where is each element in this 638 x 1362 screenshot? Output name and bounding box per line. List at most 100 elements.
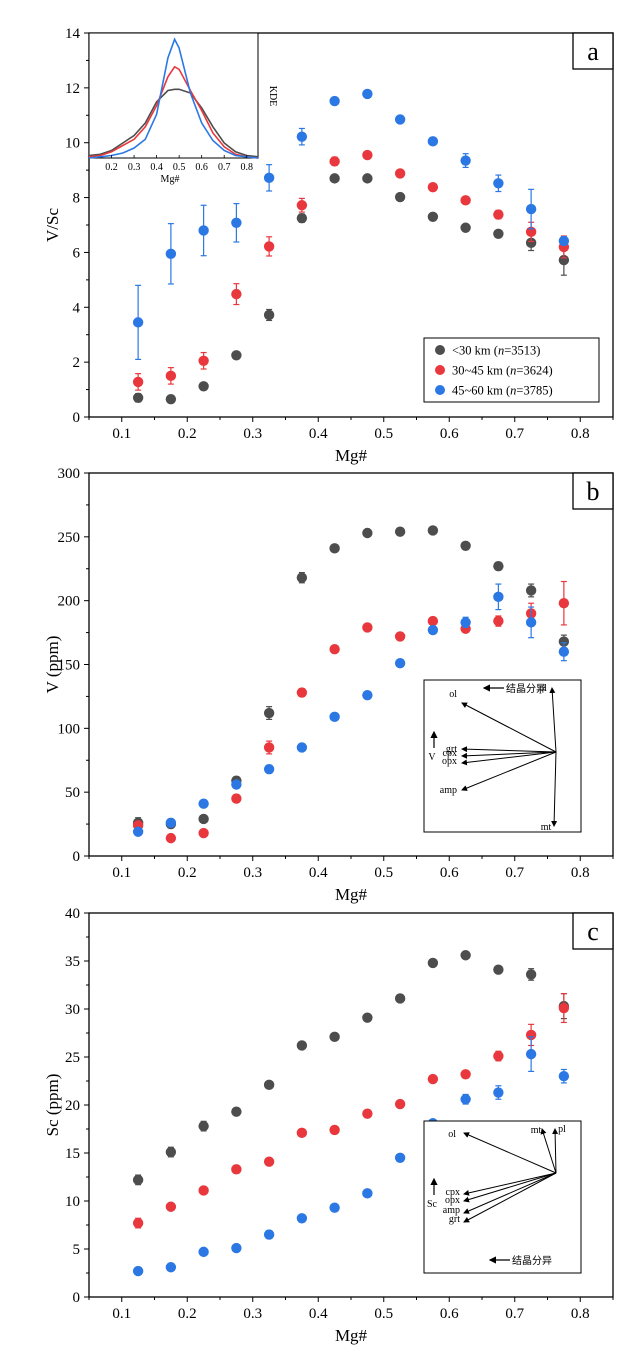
y-tick-label: 30 [65,1002,80,1018]
data-point [231,1106,242,1117]
vector-grt [463,1172,557,1223]
legend-label-n: n [510,364,516,378]
data-point [296,212,308,224]
vector-mt [551,751,558,827]
series-2 [132,583,570,837]
data-point [362,689,373,701]
data-point [427,525,439,536]
data-point [263,707,275,719]
vector-opx [463,1172,557,1203]
data-point [198,381,209,392]
data-point [296,1127,308,1139]
y-tick-label: 250 [58,530,81,546]
y-tick-label: 35 [65,954,80,970]
vector-ol [461,702,557,753]
data-point [362,1012,373,1023]
data-point [558,646,570,657]
data-point [493,615,504,627]
y-tick-label: 14 [65,26,81,42]
series-1 [132,993,570,1229]
kde-curve-2 [88,37,259,159]
y-tick-label: 2 [73,355,81,371]
data-point [525,1048,537,1060]
y-tick-label: 0 [73,1290,81,1306]
mineral-label-mt: mt [541,822,552,833]
data-point [460,540,471,551]
data-point [394,658,406,669]
x-tick-label: 0.1 [112,426,131,442]
data-point [427,957,439,969]
legend-box [423,337,600,403]
x-tick-label: 0.5 [374,865,393,881]
data-point [525,585,537,596]
legend-label-n: n [498,344,504,358]
data-point [165,370,177,382]
data-point [558,598,570,609]
data-point [296,572,308,583]
x-tick-label: 0.6 [440,1306,459,1322]
data-point [198,355,209,366]
y-axis-title: V (ppm) [43,636,62,694]
data-point [525,237,537,249]
legend-label: 30~45 km (n=3624) [452,364,553,378]
legend-marker [435,365,445,375]
data-point [427,136,439,147]
x-tick-label: 0.7 [505,865,524,881]
mineral-label-opx: opx [445,1195,460,1206]
legend-label-main: <30 km ( [452,344,498,358]
data-point [329,156,340,167]
vector-opx [461,751,557,766]
data-point [558,636,570,647]
data-point [525,1029,537,1041]
data-point [427,211,439,222]
mineral-label-pl: pl [539,683,547,694]
inset-x-tick-label: 0.5 [173,162,186,173]
data-point [493,591,504,603]
data-point [493,1087,504,1098]
y-tick-label: 0 [73,410,81,426]
y-tick-label: 40 [65,906,80,922]
data-point [231,1242,242,1254]
kde-curve-0 [88,88,259,158]
data-point [558,1002,570,1014]
data-point [362,622,373,633]
data-point [296,687,308,698]
data-point [231,350,242,361]
data-point [165,832,177,844]
data-point [460,222,471,233]
inset-x-tick-label: 0.6 [195,162,208,173]
data-point [394,993,406,1004]
y-tick-label: 5 [73,1242,81,1258]
data-point [493,964,504,975]
inset-x-tick-label: 0.7 [218,162,231,173]
data-point [460,155,471,166]
data-point [132,317,144,328]
data-point [362,1188,373,1199]
data-point [198,1246,209,1258]
data-point [165,1201,177,1212]
legend-label-main: 30~45 km ( [452,364,510,378]
legend-marker [435,345,445,355]
data-point [329,643,340,655]
series-1 [132,580,570,844]
vector-pl [549,687,557,753]
data-point [362,173,373,184]
data-point [263,742,275,753]
data-point [296,742,308,753]
y-tick-label: 20 [65,1098,80,1114]
panel-letter: a [587,37,599,66]
x-tick-label: 0.2 [178,426,197,442]
data-point [493,209,504,220]
y-tick-label: 50 [65,785,80,801]
data-point [263,1079,275,1091]
x-tick-label: 0.1 [112,1306,131,1322]
series-0 [132,950,570,1186]
y-axis-title: Sc (ppm) [43,1074,62,1137]
mineral-label-cpx: cpx [446,1187,460,1198]
mineral-label-amp: amp [440,785,457,796]
vector-mt [540,1128,557,1174]
panel-letter-box [572,472,614,510]
x-tick-label: 0.4 [309,1306,328,1322]
kde-curve-1 [88,65,259,159]
x-axis-title: Mg# [335,885,368,904]
